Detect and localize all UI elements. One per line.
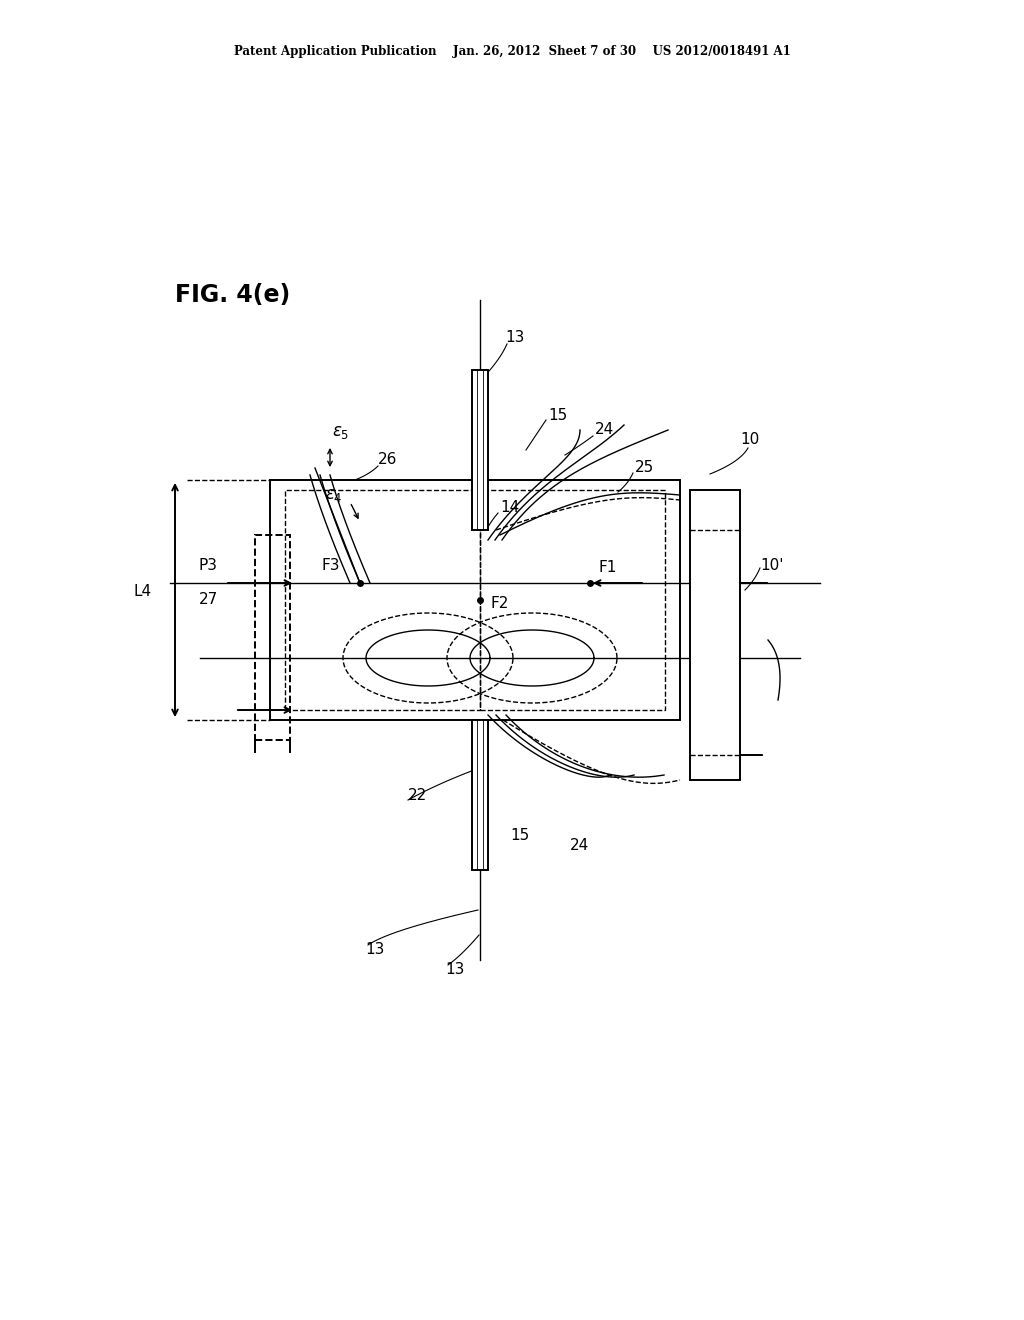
Bar xyxy=(472,370,488,531)
Text: P1: P1 xyxy=(700,561,719,576)
Text: F1: F1 xyxy=(598,561,616,576)
Text: 13: 13 xyxy=(365,942,384,957)
Text: $\varepsilon_4$: $\varepsilon_4$ xyxy=(325,486,343,504)
Text: L4: L4 xyxy=(134,585,152,599)
Text: 10: 10 xyxy=(740,433,759,447)
Text: 24: 24 xyxy=(570,837,589,853)
Text: 15: 15 xyxy=(510,828,529,842)
Text: F2: F2 xyxy=(490,595,508,610)
Text: 14: 14 xyxy=(500,499,519,515)
Text: 25: 25 xyxy=(635,459,654,474)
Bar xyxy=(480,490,665,710)
Text: 26: 26 xyxy=(378,453,397,467)
Bar xyxy=(270,480,680,719)
Text: P3: P3 xyxy=(199,557,218,573)
Bar xyxy=(472,719,488,870)
Bar xyxy=(255,535,290,741)
Text: 13: 13 xyxy=(505,330,524,346)
Text: 15: 15 xyxy=(548,408,567,422)
Text: 27: 27 xyxy=(199,593,218,607)
Text: Patent Application Publication    Jan. 26, 2012  Sheet 7 of 30    US 2012/001849: Patent Application Publication Jan. 26, … xyxy=(233,45,791,58)
Text: 22: 22 xyxy=(408,788,427,803)
Bar xyxy=(690,490,740,780)
Text: 10': 10' xyxy=(760,557,783,573)
Text: 24: 24 xyxy=(595,422,614,437)
Text: FIG. 4(e): FIG. 4(e) xyxy=(175,282,290,308)
Bar xyxy=(285,490,480,710)
Text: 13: 13 xyxy=(445,962,464,978)
Text: F3: F3 xyxy=(322,558,340,573)
Text: $\varepsilon_5$: $\varepsilon_5$ xyxy=(332,422,349,441)
